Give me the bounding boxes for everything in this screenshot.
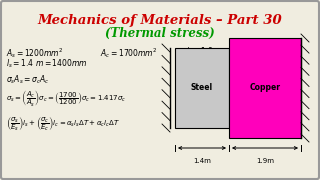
Text: $l_s = 1.4\ m = 1400mm$: $l_s = 1.4\ m = 1400mm$ xyxy=(6,58,88,71)
Text: $l_c = 1.9m = 1900mm$: $l_c = 1.9m = 1900mm$ xyxy=(186,46,265,58)
Text: Steel: Steel xyxy=(191,84,213,93)
Text: $A_s = 1200mm^2$: $A_s = 1200mm^2$ xyxy=(6,46,64,60)
Text: (Thermal stress): (Thermal stress) xyxy=(105,27,215,40)
Text: 1.4m: 1.4m xyxy=(193,158,211,164)
Text: Mechanics of Materials – Part 30: Mechanics of Materials – Part 30 xyxy=(38,14,282,27)
Text: 1.9m: 1.9m xyxy=(256,158,274,164)
Bar xyxy=(229,38,301,138)
Text: $\sigma_s A_s = \sigma_c A_c$: $\sigma_s A_s = \sigma_c A_c$ xyxy=(6,73,50,85)
Text: $\left(\dfrac{\sigma_s}{E_s}\right)l_s + \left(\dfrac{\sigma_c}{E_c}\right)l_c =: $\left(\dfrac{\sigma_s}{E_s}\right)l_s +… xyxy=(6,115,120,133)
Text: $A_c = 1700mm^2$: $A_c = 1700mm^2$ xyxy=(100,46,158,60)
Text: Copper: Copper xyxy=(250,84,281,93)
Bar xyxy=(175,48,229,128)
Text: $\sigma_s = \left(\dfrac{A_c}{A_s}\right)\sigma_c = \left(\dfrac{1700}{1200}\rig: $\sigma_s = \left(\dfrac{A_c}{A_s}\right… xyxy=(6,88,126,108)
